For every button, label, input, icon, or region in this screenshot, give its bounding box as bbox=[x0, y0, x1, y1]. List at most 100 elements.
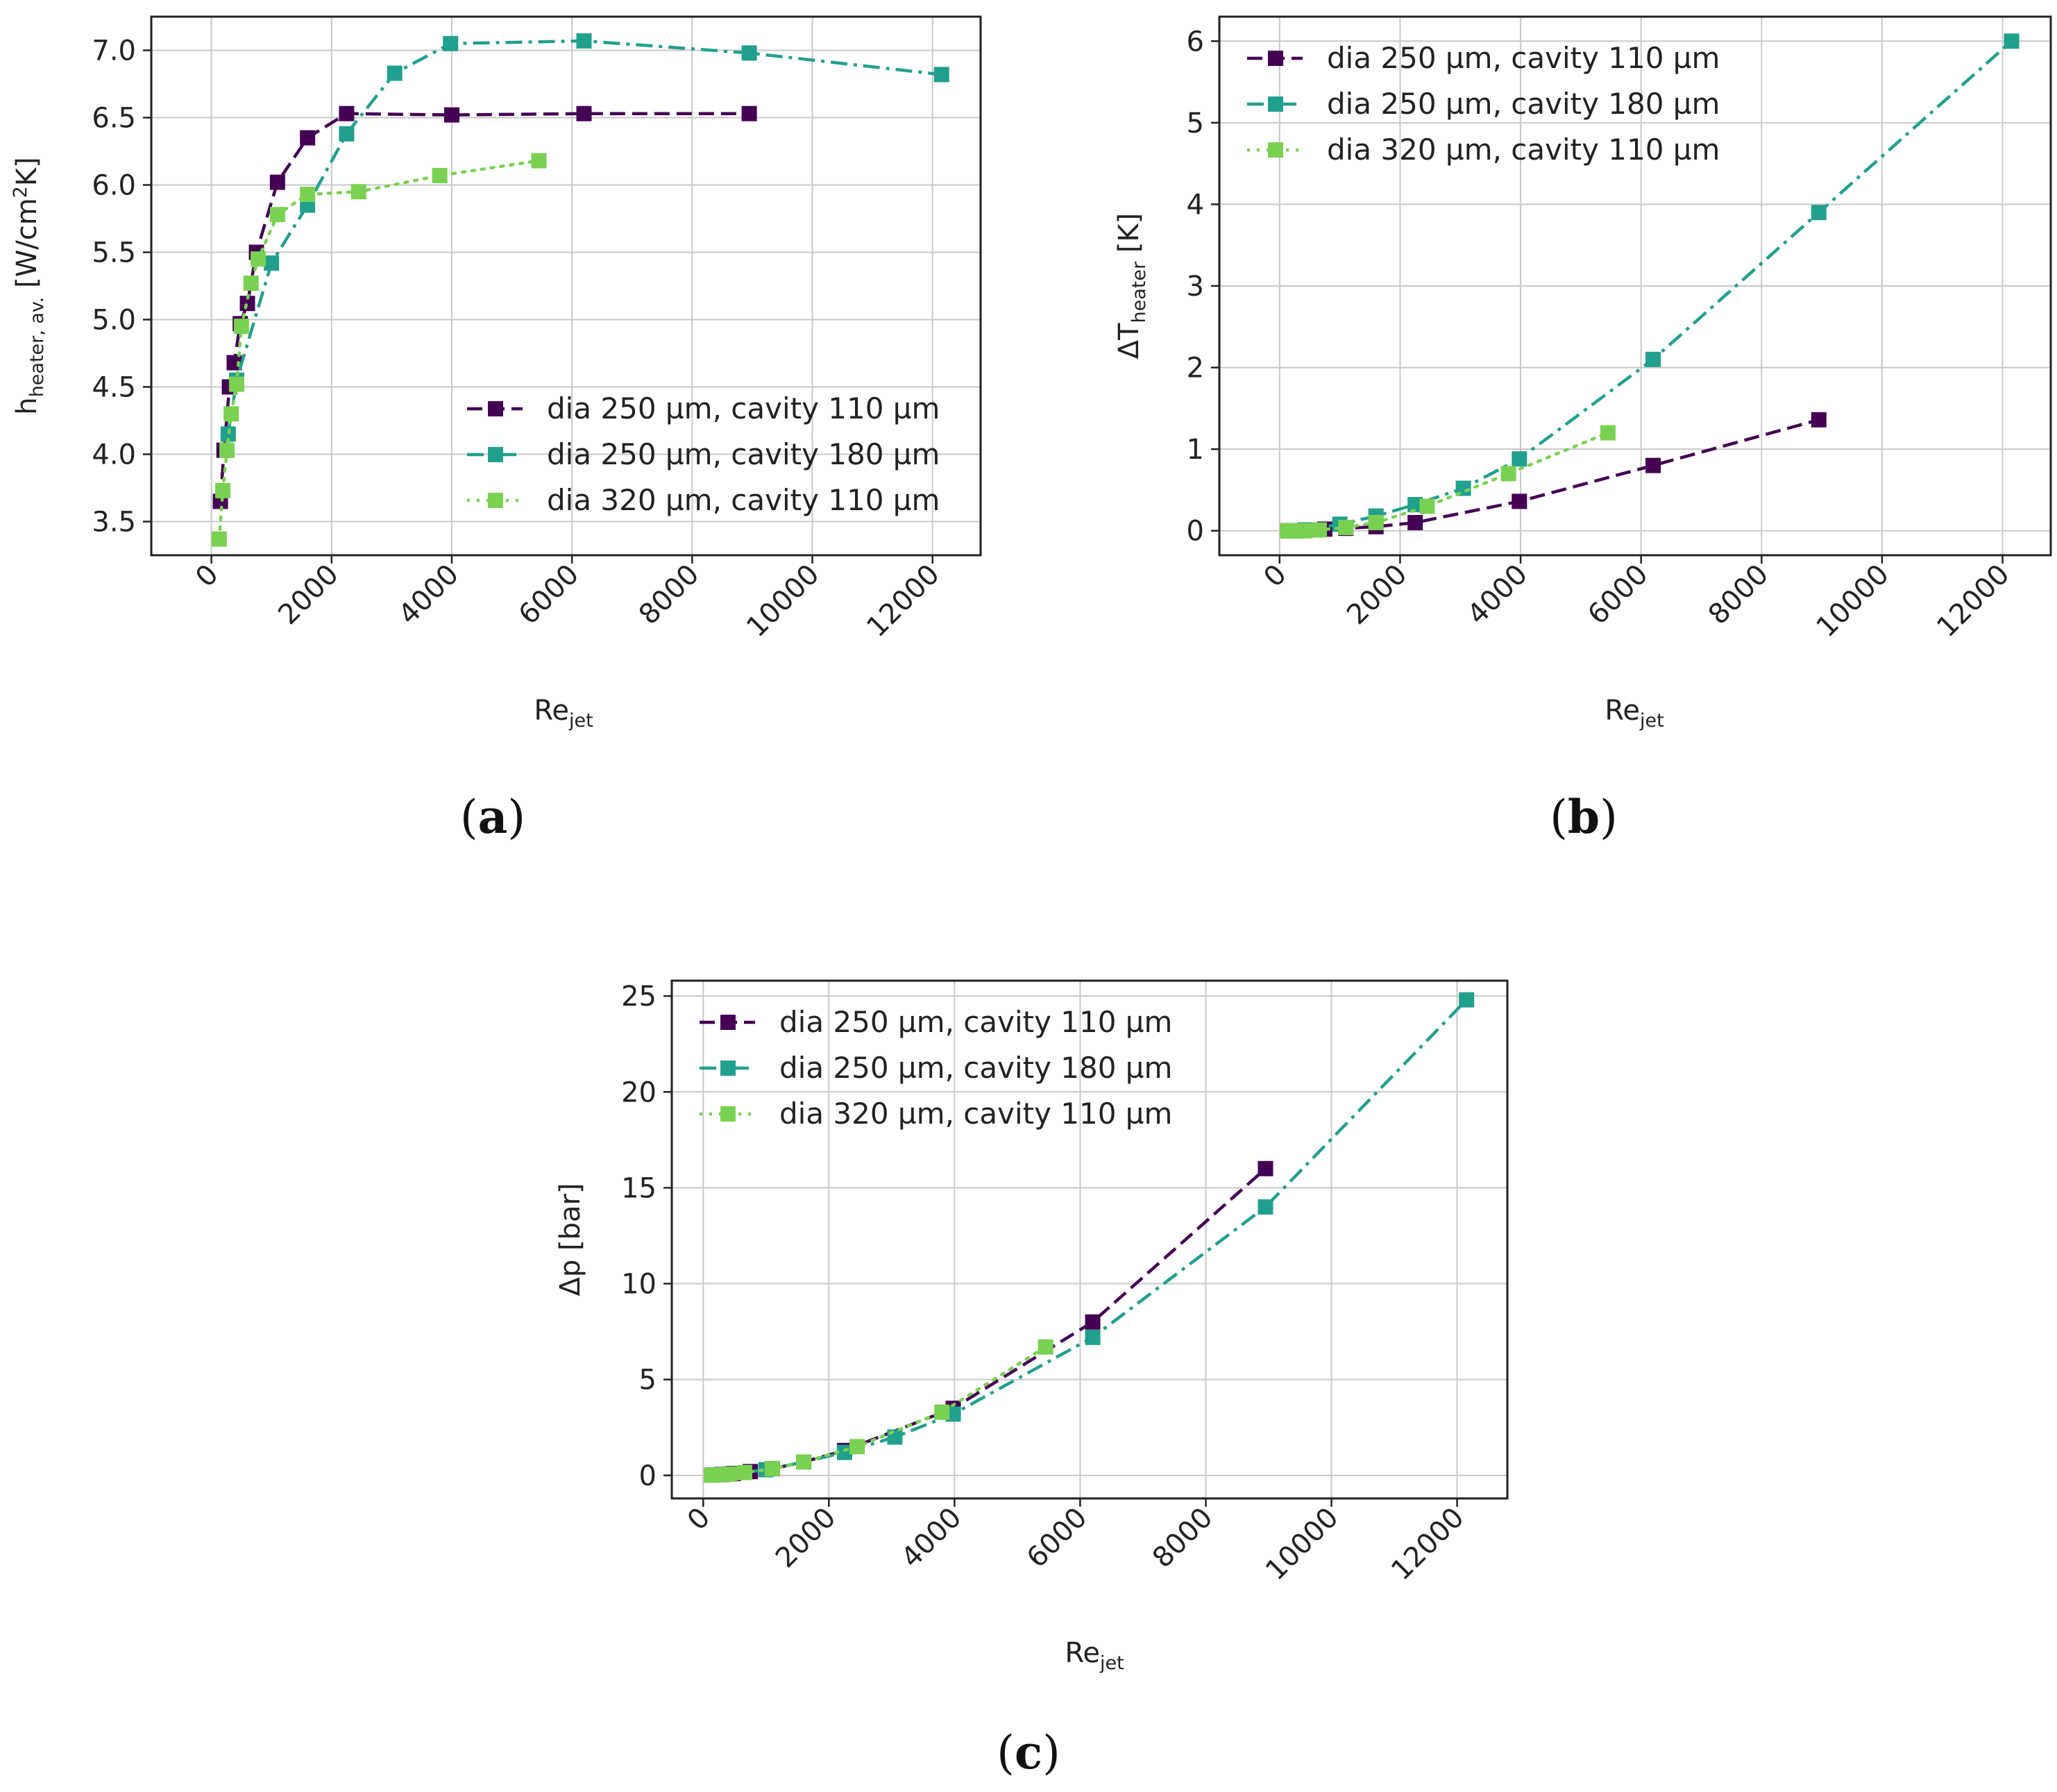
data-point bbox=[722, 1466, 738, 1482]
x-tick-label: 6000 bbox=[1582, 559, 1654, 632]
data-point bbox=[737, 1464, 753, 1480]
legend-item-1: dia 250 µm, cavity 110 µm bbox=[1247, 41, 1720, 75]
data-point bbox=[1407, 514, 1423, 530]
x-tick-label: 12000 bbox=[1385, 1502, 1471, 1587]
data-point bbox=[443, 107, 459, 123]
legend: dia 250 µm, cavity 110 µm dia 250 µm, cav… bbox=[700, 1005, 1172, 1131]
data-point bbox=[1297, 523, 1313, 539]
x-tick-label: 10000 bbox=[1810, 559, 1895, 644]
legend-label: dia 250 µm, cavity 180 µm bbox=[779, 1051, 1172, 1085]
y-tick-label: 4.5 bbox=[92, 372, 136, 404]
y-tick-label: 0 bbox=[639, 1460, 657, 1492]
x-tick-label: 2000 bbox=[272, 559, 345, 632]
series-3 bbox=[704, 1339, 1053, 1483]
y-tick-label: 3.5 bbox=[92, 507, 136, 539]
x-tick-label: 10000 bbox=[1260, 1502, 1345, 1587]
legend-item-2: dia 250 µm, cavity 180 µm bbox=[700, 1051, 1172, 1085]
panel-label: (b) bbox=[1550, 790, 1618, 844]
y-tick-label: 4.0 bbox=[92, 439, 136, 471]
y-axis-label: Δp [bar] bbox=[555, 1183, 586, 1296]
grid bbox=[1219, 17, 2051, 555]
data-point bbox=[934, 1404, 950, 1420]
y-tick-label: 6 bbox=[1187, 26, 1204, 58]
data-point bbox=[211, 531, 227, 547]
series-line bbox=[226, 39, 942, 434]
x-tick-label: 8000 bbox=[633, 559, 706, 632]
data-point bbox=[1258, 1160, 1273, 1176]
x-tick-label: 6000 bbox=[1021, 1502, 1094, 1575]
legend-marker bbox=[720, 1060, 736, 1076]
data-point bbox=[1459, 992, 1475, 1008]
legend-label: dia 250 µm, cavity 110 µm bbox=[1327, 41, 1720, 75]
data-point bbox=[387, 65, 403, 81]
y-tick-label: 25 bbox=[621, 981, 657, 1013]
y-tick-label: 4 bbox=[1187, 189, 1204, 221]
y-tick-label: 5.0 bbox=[92, 305, 136, 337]
data-point bbox=[796, 1454, 812, 1470]
x-tick-label: 4000 bbox=[895, 1502, 968, 1575]
legend-item-2: dia 250 µm, cavity 180 µm bbox=[467, 437, 940, 471]
data-point bbox=[531, 153, 547, 169]
data-point bbox=[764, 1461, 780, 1477]
data-point bbox=[239, 296, 255, 312]
x-tick-label: 0 bbox=[189, 559, 225, 594]
data-point bbox=[443, 35, 459, 51]
data-point bbox=[215, 482, 231, 498]
y-tick-label: 10 bbox=[621, 1269, 657, 1301]
y-axis-label: ΔTheater [K] bbox=[1113, 213, 1150, 360]
data-point bbox=[1312, 522, 1328, 538]
legend-marker bbox=[488, 493, 503, 508]
data-point bbox=[339, 126, 355, 142]
legend-marker bbox=[1268, 142, 1283, 158]
legend-item-1: dia 250 µm, cavity 110 µm bbox=[700, 1005, 1172, 1039]
chart-panel-c: 0 2000 4000 6000 8000 10000 12000 0 5 10 15 20 25 dia… bbox=[555, 979, 1509, 1780]
y-tick-label: 5 bbox=[639, 1364, 657, 1396]
legend-item-3: dia 320 µm, cavity 110 µm bbox=[1247, 133, 1720, 167]
data-point bbox=[1811, 412, 1827, 428]
series-3 bbox=[211, 153, 547, 547]
y-tick-label: 5.5 bbox=[92, 237, 136, 269]
x-tick-label: 2000 bbox=[770, 1502, 843, 1575]
x-tick-label: 0 bbox=[682, 1502, 717, 1537]
y-tick-label: 20 bbox=[621, 1076, 657, 1108]
y-tick-label: 3 bbox=[1187, 271, 1204, 303]
x-tick-label: 6000 bbox=[513, 559, 586, 632]
series-2 bbox=[220, 33, 949, 442]
plot-frame bbox=[150, 15, 982, 557]
data-point bbox=[849, 1439, 865, 1455]
legend-marker bbox=[488, 447, 503, 462]
x-tick-label: 0 bbox=[1258, 559, 1293, 594]
data-point bbox=[220, 426, 236, 442]
legend-marker bbox=[720, 1106, 736, 1122]
x-axis-label: Rejet bbox=[1065, 1637, 1124, 1674]
x-tick-label: 12000 bbox=[861, 559, 946, 644]
series-3 bbox=[1280, 425, 1616, 539]
x-tick-label: 2000 bbox=[1341, 559, 1414, 632]
data-point bbox=[933, 67, 949, 83]
data-point bbox=[741, 45, 757, 61]
grid bbox=[672, 981, 1507, 1498]
legend-label: dia 250 µm, cavity 180 µm bbox=[1327, 87, 1720, 121]
series-1 bbox=[704, 1160, 1273, 1483]
x-tick-label: 4000 bbox=[393, 559, 466, 632]
data-point bbox=[300, 130, 316, 146]
data-point bbox=[1645, 351, 1661, 367]
data-point bbox=[1085, 1314, 1101, 1330]
chart-panel-b: 0 2000 4000 6000 8000 10000 12000 0 1 2 3 4 5 6 dia 25… bbox=[1113, 15, 2052, 844]
data-point bbox=[1338, 520, 1354, 536]
x-tick-label: 8000 bbox=[1146, 1502, 1219, 1575]
data-point bbox=[223, 406, 239, 422]
legend-label: dia 320 µm, cavity 110 µm bbox=[779, 1097, 1172, 1131]
panel-label: (a) bbox=[460, 790, 525, 844]
series-line bbox=[712, 1167, 1267, 1477]
data-point bbox=[1368, 514, 1384, 530]
data-point bbox=[1811, 205, 1827, 221]
grid bbox=[151, 17, 981, 555]
data-point bbox=[576, 33, 592, 49]
data-point bbox=[887, 1429, 903, 1445]
y-tick-label: 15 bbox=[621, 1172, 657, 1204]
legend-label: dia 320 µm, cavity 110 µm bbox=[1327, 133, 1720, 167]
data-point bbox=[300, 187, 316, 203]
data-point bbox=[1085, 1329, 1101, 1345]
